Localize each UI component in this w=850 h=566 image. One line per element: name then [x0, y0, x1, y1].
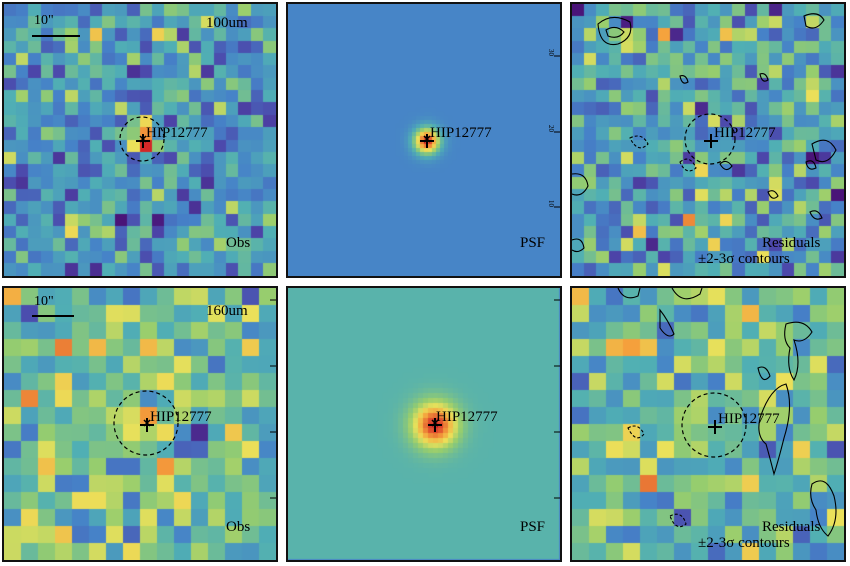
corner-label-residuals: Residuals [762, 519, 821, 535]
band-label: 100um [206, 15, 248, 31]
target-label: HIP12777 [436, 409, 498, 425]
residuals-160um-contours [617, 288, 837, 537]
contour-lines [572, 13, 837, 253]
residuals-160um-map [572, 288, 844, 560]
psf-160um-overlay [428, 299, 560, 499]
source-marker-plus [428, 418, 442, 432]
axis-tick-label: 20 [547, 125, 555, 133]
source-marker-cross [143, 419, 151, 427]
corner-label: Obs [226, 235, 251, 251]
band-label: 160um [206, 303, 248, 319]
residuals-100um-contours [572, 13, 837, 253]
corner-label: PSF [520, 519, 546, 535]
panel-psf-100um: 30 20 10 HIP12777 PSF [286, 2, 562, 278]
source-marker-cross [139, 135, 147, 143]
aperture-circle [113, 390, 179, 456]
obs-100um-overlay [32, 35, 165, 162]
axis-tick-label: 10 [547, 200, 555, 208]
corner-label: Obs [226, 519, 251, 535]
panel-residuals-100um: HIP12777 Residuals ±2-3σ contours [570, 2, 846, 278]
source-marker-plus [420, 134, 434, 148]
contour-lines [617, 288, 837, 537]
aperture-circle [684, 113, 736, 165]
corner-label-contours: ±2-3σ contours [698, 251, 790, 267]
panel-obs-160um: 10" 160um HIP12777 Obs [2, 286, 278, 562]
scale-bar-label: 10" [34, 294, 54, 309]
aperture-circle [119, 116, 165, 162]
corner-label-residuals: Residuals [762, 235, 821, 251]
target-label: HIP12777 [150, 409, 212, 425]
source-marker-cross [423, 135, 431, 143]
panel-obs-100um: 10" 100um HIP12777 Obs [2, 2, 278, 278]
corner-label-contours: ±2-3σ contours [698, 535, 790, 551]
source-marker-plus [136, 134, 150, 148]
obs-160um-overlay [32, 299, 276, 499]
aperture-circle [681, 392, 747, 458]
psf-100um-overlay: 30 20 10 [420, 49, 560, 208]
axis-tick-label: 30 [547, 49, 555, 57]
target-label: HIP12777 [718, 411, 780, 427]
panel-psf-160um: HIP12777 PSF [286, 286, 562, 562]
panel-residuals-160um: HIP12777 Residuals ±2-3σ contours [570, 286, 846, 562]
target-label: HIP12777 [714, 125, 776, 141]
target-label: HIP12777 [146, 125, 208, 141]
corner-label: PSF [520, 235, 546, 251]
scale-bar-label: 10" [34, 13, 54, 28]
psf-160um-map [288, 288, 560, 560]
source-marker-plus [708, 420, 722, 434]
source-marker-plus [140, 418, 154, 432]
source-marker-plus [704, 134, 718, 148]
target-label: HIP12777 [430, 125, 492, 141]
source-marker-cross [431, 419, 439, 427]
